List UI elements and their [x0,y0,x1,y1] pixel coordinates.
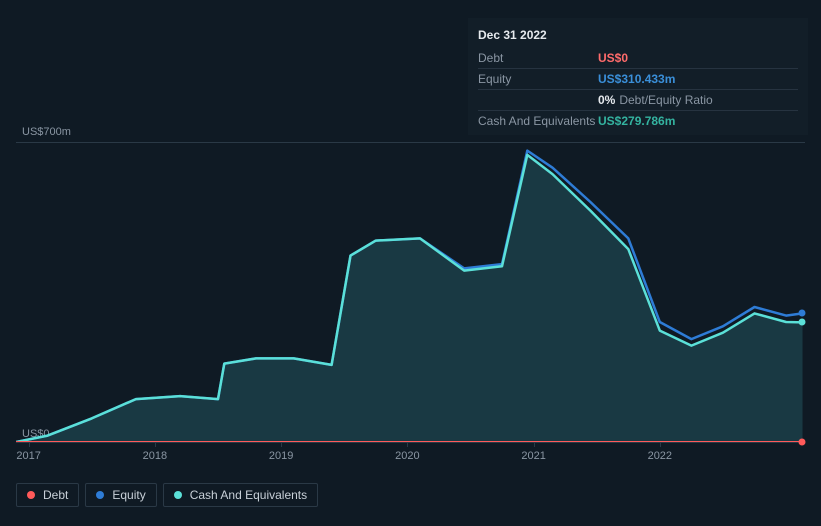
ratio-cell: 0%Debt/Equity Ratio [598,90,798,111]
legend-item[interactable]: Equity [85,483,156,507]
cash-end-marker [799,319,806,326]
x-tick [534,442,535,447]
x-tick [29,442,30,447]
chart-plot [16,142,805,442]
tooltip-date: Dec 31 2022 [478,24,798,48]
legend-dot [96,491,104,499]
x-tick-label: 2019 [269,450,293,462]
y-axis-label-top: US$700m [22,126,71,138]
debt-value: US$0 [598,48,798,69]
x-tick [660,442,661,447]
x-tick-label: 2021 [521,450,545,462]
x-tick [407,442,408,447]
legend-dot [174,491,182,499]
x-tick-label: 2020 [395,450,419,462]
legend: Debt Equity Cash And Equivalents [16,483,318,507]
equity-end-marker [799,310,806,317]
chart-zone: US$700m US$0 201720182019202020212022 [16,118,805,468]
legend-label: Equity [112,488,145,502]
x-tick [155,442,156,447]
ratio-pct: 0% [598,93,615,107]
x-tick-label: 2022 [648,450,672,462]
legend-label: Debt [43,488,68,502]
x-tick-label: 2018 [143,450,167,462]
debt-label: Debt [478,48,598,69]
legend-item[interactable]: Cash And Equivalents [163,483,318,507]
x-axis-labels: 2017 2018 2019 2020 2021 2022 [16,450,805,470]
ratio-label: Debt/Equity Ratio [615,93,712,107]
equity-value: US$310.433m [598,69,798,90]
plot-border-bottom [16,442,805,443]
x-tick [281,442,282,447]
debt-end-marker [799,439,806,446]
legend-dot [27,491,35,499]
equity-label: Equity [478,69,598,90]
ratio-label-empty [478,90,598,111]
x-tick-label: 2017 [16,450,40,462]
legend-label: Cash And Equivalents [190,488,307,502]
legend-item[interactable]: Debt [16,483,79,507]
